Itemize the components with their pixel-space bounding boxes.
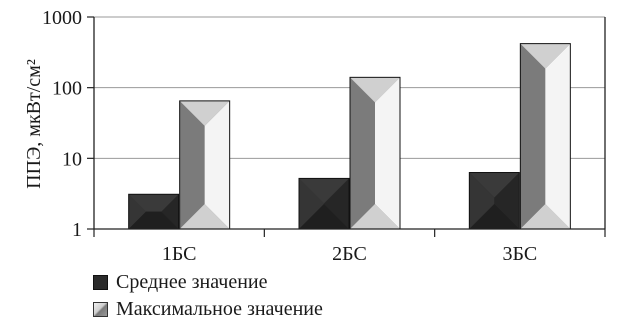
bar-maximum <box>349 76 401 230</box>
legend-item-average: Среднее значение <box>93 271 267 294</box>
x-tick-labels: 1БС 2БС 3БС <box>162 243 537 265</box>
bar-average <box>298 177 350 230</box>
y-tick-label: 1 <box>72 219 82 241</box>
x-tick-label: 2БС <box>332 243 367 265</box>
legend-label-average: Среднее значение <box>116 271 268 293</box>
y-tick-label: 100 <box>52 78 82 100</box>
legend-swatch-maximum <box>93 302 108 317</box>
legend-swatch-average <box>93 275 108 290</box>
x-tick-label: 1БС <box>162 243 197 265</box>
legend-label-maximum: Максимальное значение <box>116 298 323 320</box>
bar-average <box>128 193 180 230</box>
y-tick-labels: 1 10 100 1000 <box>42 7 82 241</box>
y-tick-label: 1000 <box>42 7 82 29</box>
bar-maximum <box>519 43 571 230</box>
y-tick-label: 10 <box>62 148 82 170</box>
bar-maximum <box>179 100 231 230</box>
bar-average <box>468 172 520 230</box>
bars <box>128 43 571 230</box>
legend-item-maximum: Максимальное значение <box>93 298 323 321</box>
axes <box>87 16 606 237</box>
y-axis-label: ППЭ, мкВт/см² <box>23 59 45 189</box>
x-tick-label: 3БС <box>502 243 537 265</box>
